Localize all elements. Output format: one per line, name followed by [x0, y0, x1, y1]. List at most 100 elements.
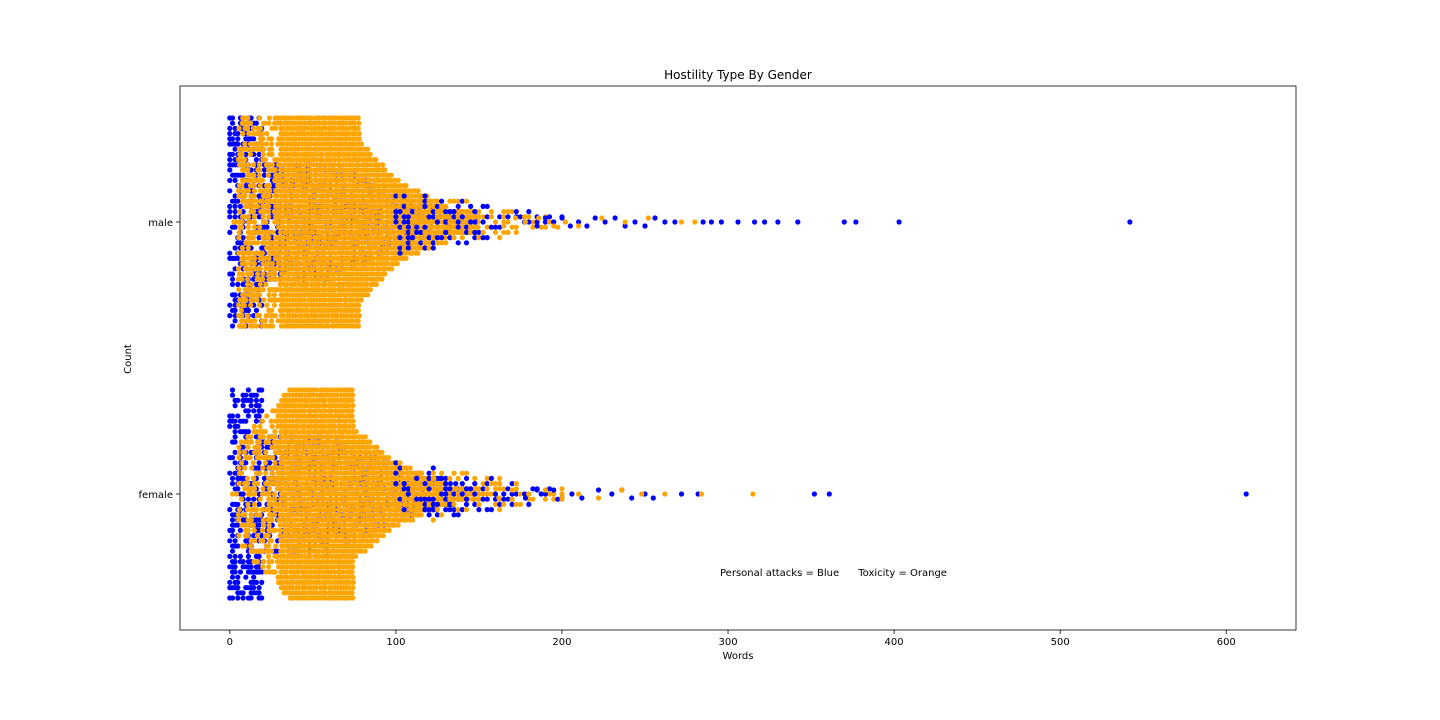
- toxicity-point: [313, 313, 319, 319]
- toxicity-point: [268, 136, 275, 142]
- toxicity-point: [350, 585, 356, 591]
- toxicity-point: [243, 261, 249, 267]
- personal-attack-point: [248, 397, 254, 403]
- toxicity-point: [367, 287, 373, 293]
- toxicity-point: [349, 559, 356, 565]
- toxicity-point: [322, 297, 328, 303]
- toxicity-point: [280, 307, 287, 313]
- toxicity-point: [256, 302, 262, 308]
- personal-attack-point: [227, 229, 233, 235]
- toxicity-point: [257, 229, 263, 235]
- toxicity-point: [308, 177, 314, 183]
- transition-point: [418, 219, 424, 225]
- transition-point: [497, 235, 503, 241]
- transition-point: [422, 203, 428, 209]
- toxicity-point: [261, 297, 267, 303]
- personal-attack-point: [227, 177, 233, 183]
- transition-point: [505, 219, 511, 225]
- toxicity-point: [241, 323, 248, 329]
- personal-attack-point: [253, 157, 259, 163]
- toxicity-point: [349, 408, 355, 414]
- personal-attack-point: [245, 387, 251, 393]
- toxicity-point: [255, 481, 261, 487]
- toxicity-point: [235, 276, 241, 282]
- transition-point: [480, 229, 486, 235]
- personal-attack-point: [248, 595, 254, 601]
- toxicity-point: [350, 595, 356, 601]
- toxicity-point: [316, 240, 322, 246]
- toxicity-point: [270, 455, 276, 461]
- toxicity-point: [281, 136, 287, 142]
- toxicity-point: [388, 172, 394, 178]
- toxicity-point: [236, 507, 242, 513]
- transition-point: [480, 219, 486, 225]
- toxicity-point: [260, 465, 266, 471]
- toxicity-point: [263, 449, 269, 455]
- toxicity-point: [247, 261, 253, 267]
- toxicity-point: [286, 313, 292, 319]
- toxicity-point: [278, 287, 284, 293]
- toxicity-point: [355, 115, 361, 121]
- toxicity-point: [251, 209, 257, 215]
- toxicity-point: [269, 307, 275, 313]
- transition-point: [451, 235, 457, 241]
- toxicity-point: [319, 276, 325, 282]
- toxicity-point: [290, 266, 296, 272]
- toxicity-point: [238, 460, 245, 466]
- personal-attack-point: [259, 397, 265, 403]
- transition-point: [405, 203, 411, 209]
- toxicity-point: [296, 287, 302, 293]
- toxicity-point: [262, 120, 268, 126]
- toxicity-point: [266, 507, 272, 513]
- toxicity-point: [272, 120, 278, 126]
- transition-point: [397, 250, 403, 256]
- toxicity-point: [245, 481, 251, 487]
- transition-point: [526, 214, 532, 220]
- toxicity-point: [268, 538, 275, 544]
- toxicity-point: [307, 245, 313, 251]
- toxicity-point: [243, 297, 249, 303]
- toxicity-point: [262, 460, 269, 466]
- toxicity-point: [278, 172, 284, 178]
- personal-attack-point: [232, 564, 238, 570]
- toxicity-point: [266, 120, 272, 126]
- toxicity-point: [382, 167, 388, 173]
- toxicity-point: [248, 512, 254, 518]
- toxicity-point: [255, 559, 261, 565]
- toxicity-point: [310, 136, 317, 142]
- transition-point: [414, 224, 420, 230]
- toxicity-point: [415, 250, 421, 256]
- transition-point: [505, 214, 511, 220]
- transition-point: [443, 229, 449, 235]
- toxicity-point: [349, 413, 355, 419]
- toxicity-point: [250, 146, 256, 152]
- personal-attack-point: [227, 553, 233, 560]
- personal-attack-point: [227, 302, 233, 308]
- toxicity-point: [236, 125, 242, 131]
- personal-attack-point: [232, 460, 238, 466]
- toxicity-point: [251, 183, 257, 189]
- toxicity-point: [349, 590, 355, 596]
- personal-attack-point: [245, 496, 251, 502]
- personal-attack-point: [232, 209, 238, 215]
- personal-attack-point: [248, 564, 254, 570]
- toxicity-point: [350, 574, 356, 580]
- toxicity-point: [242, 465, 248, 471]
- toxicity-point: [355, 318, 361, 324]
- personal-attack-point: [245, 429, 251, 435]
- toxicity-point: [244, 203, 250, 209]
- personal-attack-point: [232, 193, 238, 199]
- personal-attack-point: [227, 313, 233, 319]
- toxicity-point: [248, 281, 255, 287]
- personal-attack-point: [240, 559, 246, 565]
- toxicity-point: [307, 146, 313, 152]
- toxicity-point: [296, 271, 302, 277]
- toxicity-point: [298, 162, 304, 168]
- toxicity-point: [260, 276, 266, 282]
- toxicity-point: [269, 548, 275, 554]
- toxicity-point: [278, 250, 284, 256]
- toxicity-point: [295, 255, 301, 261]
- toxicity-point: [237, 209, 243, 215]
- toxicity-point: [365, 146, 371, 152]
- toxicity-point: [289, 198, 295, 204]
